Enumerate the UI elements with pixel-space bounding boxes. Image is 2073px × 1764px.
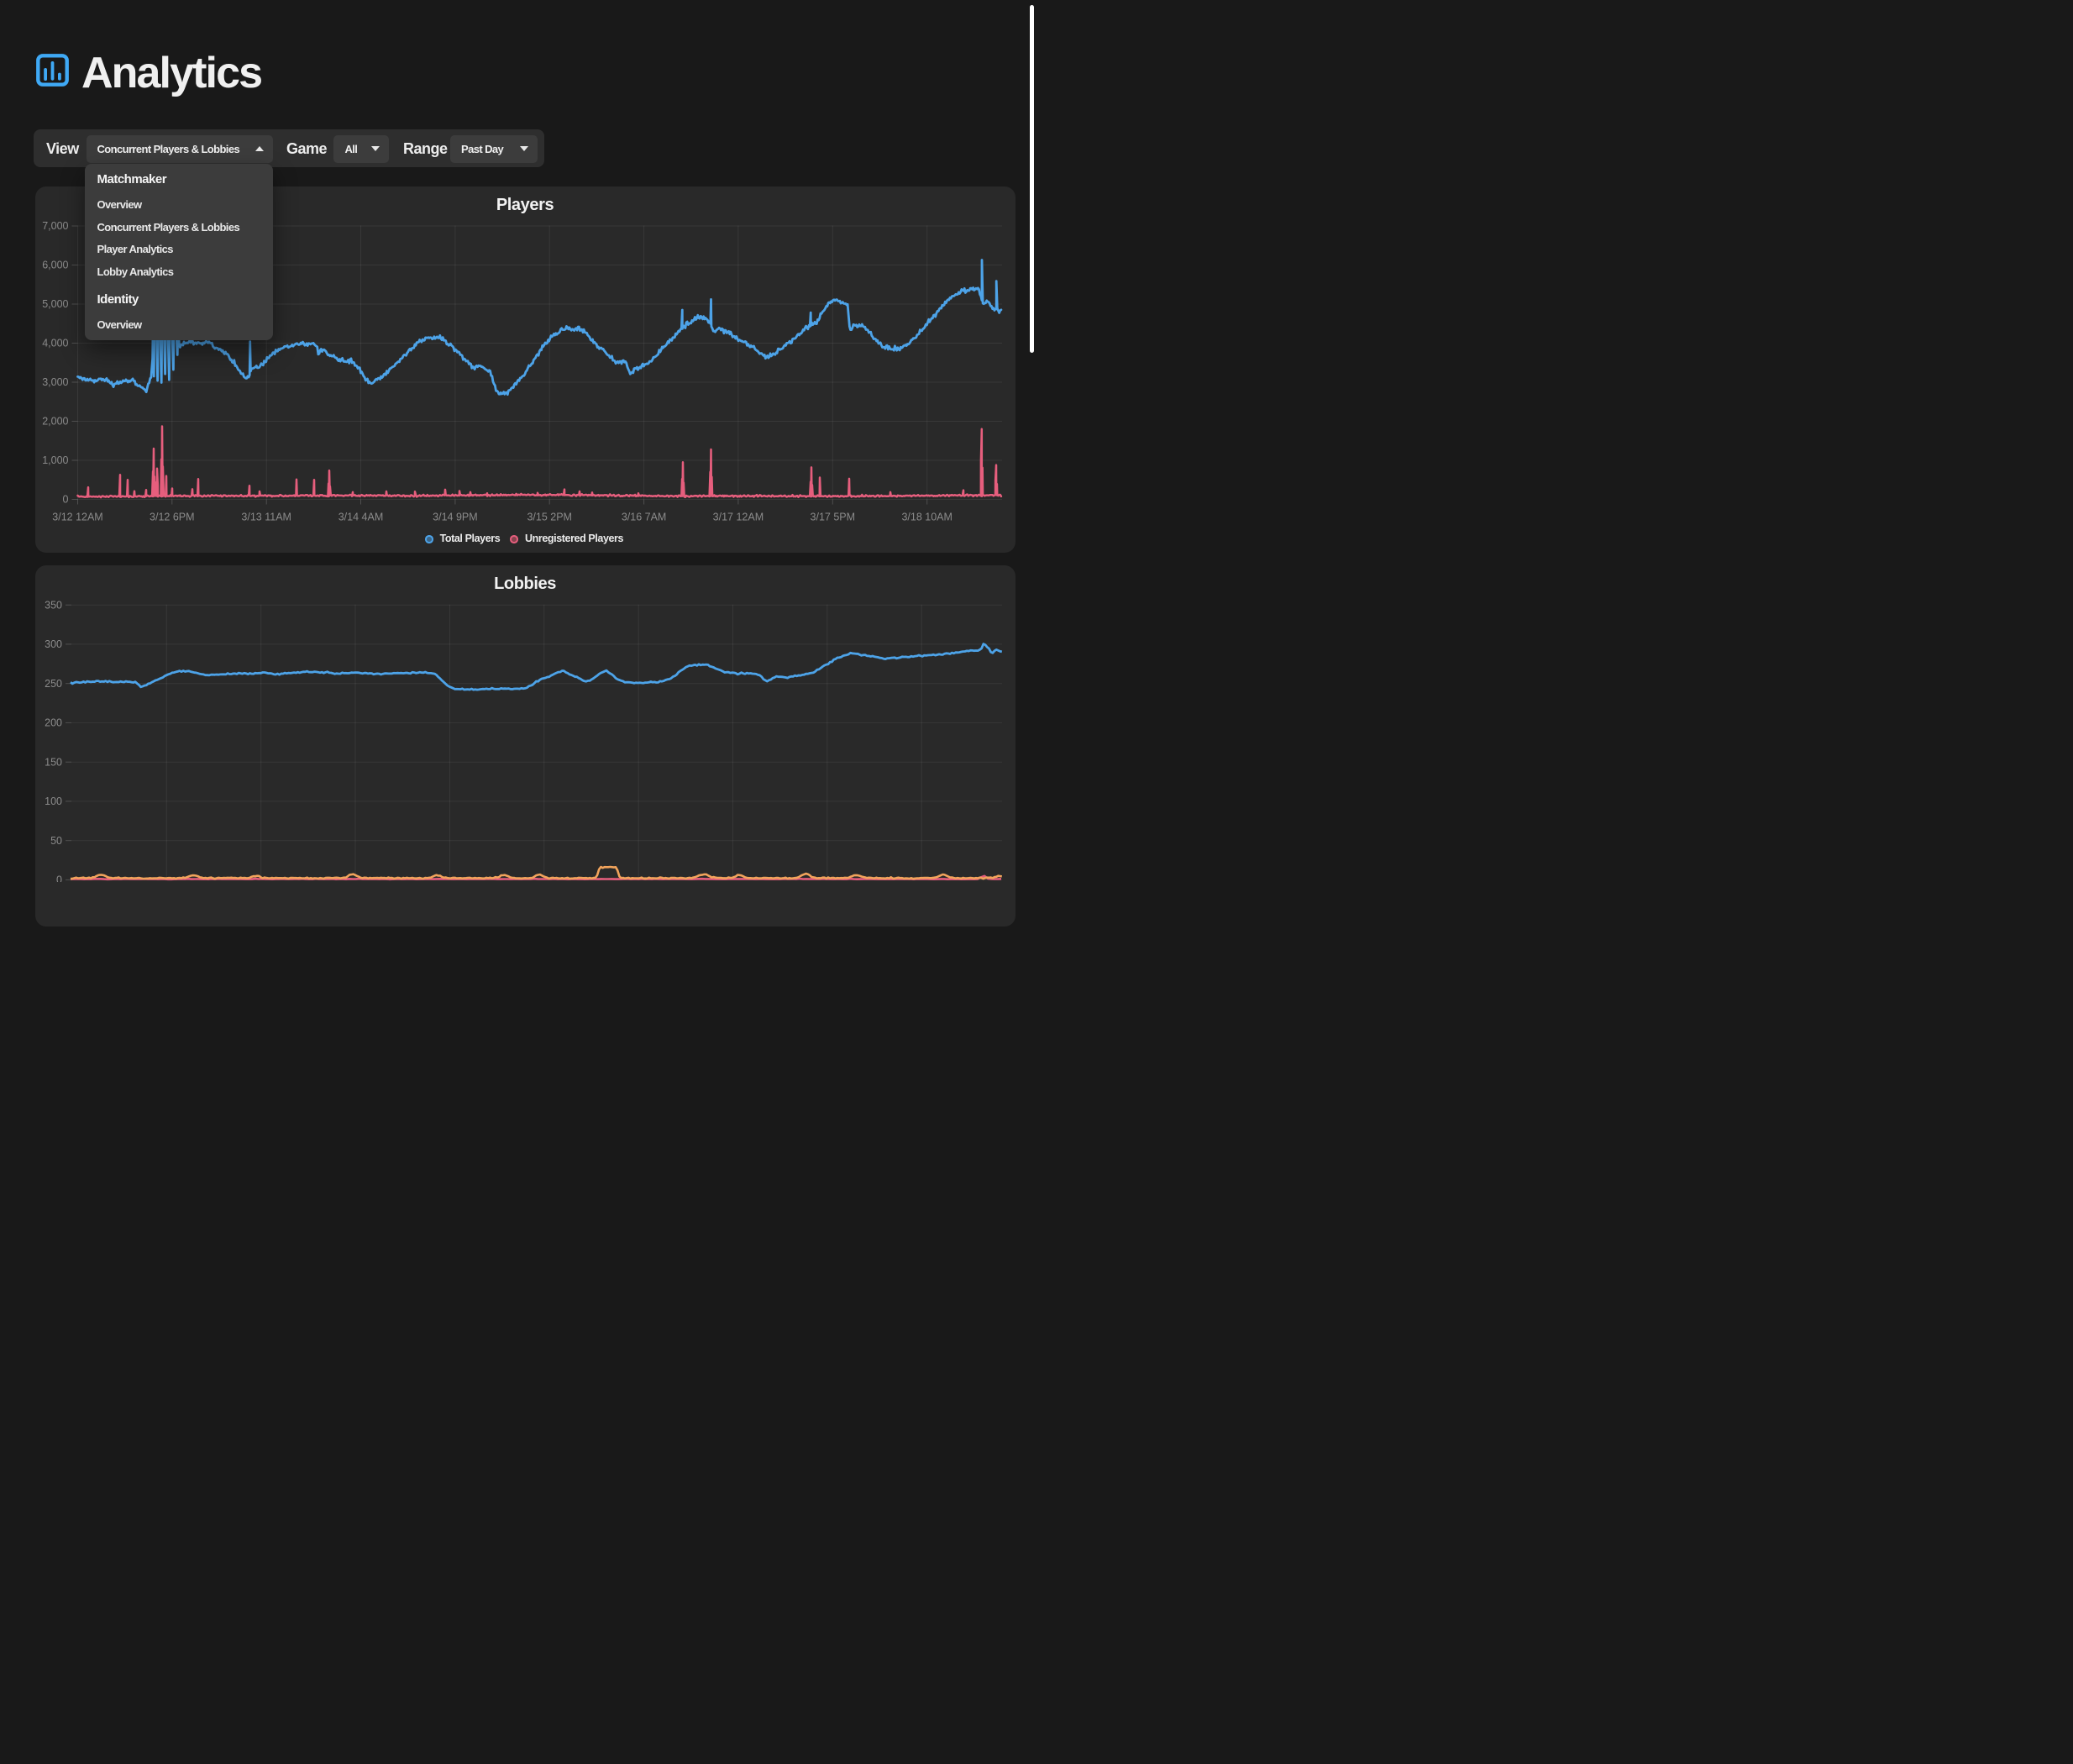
svg-text:3/14 4AM: 3/14 4AM [339, 512, 384, 523]
svg-text:50: 50 [50, 835, 62, 847]
svg-text:0: 0 [63, 494, 69, 506]
svg-text:1,000: 1,000 [42, 454, 68, 466]
svg-text:3/17 12AM: 3/17 12AM [713, 512, 764, 523]
svg-text:0: 0 [56, 874, 62, 882]
svg-text:3/16 7AM: 3/16 7AM [622, 512, 667, 523]
svg-text:7,000: 7,000 [42, 220, 68, 232]
svg-text:3,000: 3,000 [42, 376, 68, 388]
svg-text:100: 100 [45, 795, 62, 807]
svg-text:2,000: 2,000 [42, 416, 68, 428]
svg-text:250: 250 [45, 678, 62, 690]
svg-text:3/12 6PM: 3/12 6PM [150, 512, 195, 523]
svg-text:3/18 10AM: 3/18 10AM [901, 512, 952, 523]
svg-text:150: 150 [45, 756, 62, 768]
svg-text:3/13 11AM: 3/13 11AM [241, 512, 291, 523]
svg-text:3/12 12AM: 3/12 12AM [52, 512, 102, 523]
svg-text:3/14 9PM: 3/14 9PM [433, 512, 478, 523]
svg-text:3/17 5PM: 3/17 5PM [811, 512, 856, 523]
svg-text:3/15 2PM: 3/15 2PM [527, 512, 572, 523]
svg-text:200: 200 [45, 717, 62, 729]
svg-text:4,000: 4,000 [42, 338, 68, 349]
svg-text:5,000: 5,000 [42, 298, 68, 310]
svg-text:6,000: 6,000 [42, 260, 68, 271]
svg-text:350: 350 [45, 599, 62, 611]
svg-text:300: 300 [45, 638, 62, 650]
